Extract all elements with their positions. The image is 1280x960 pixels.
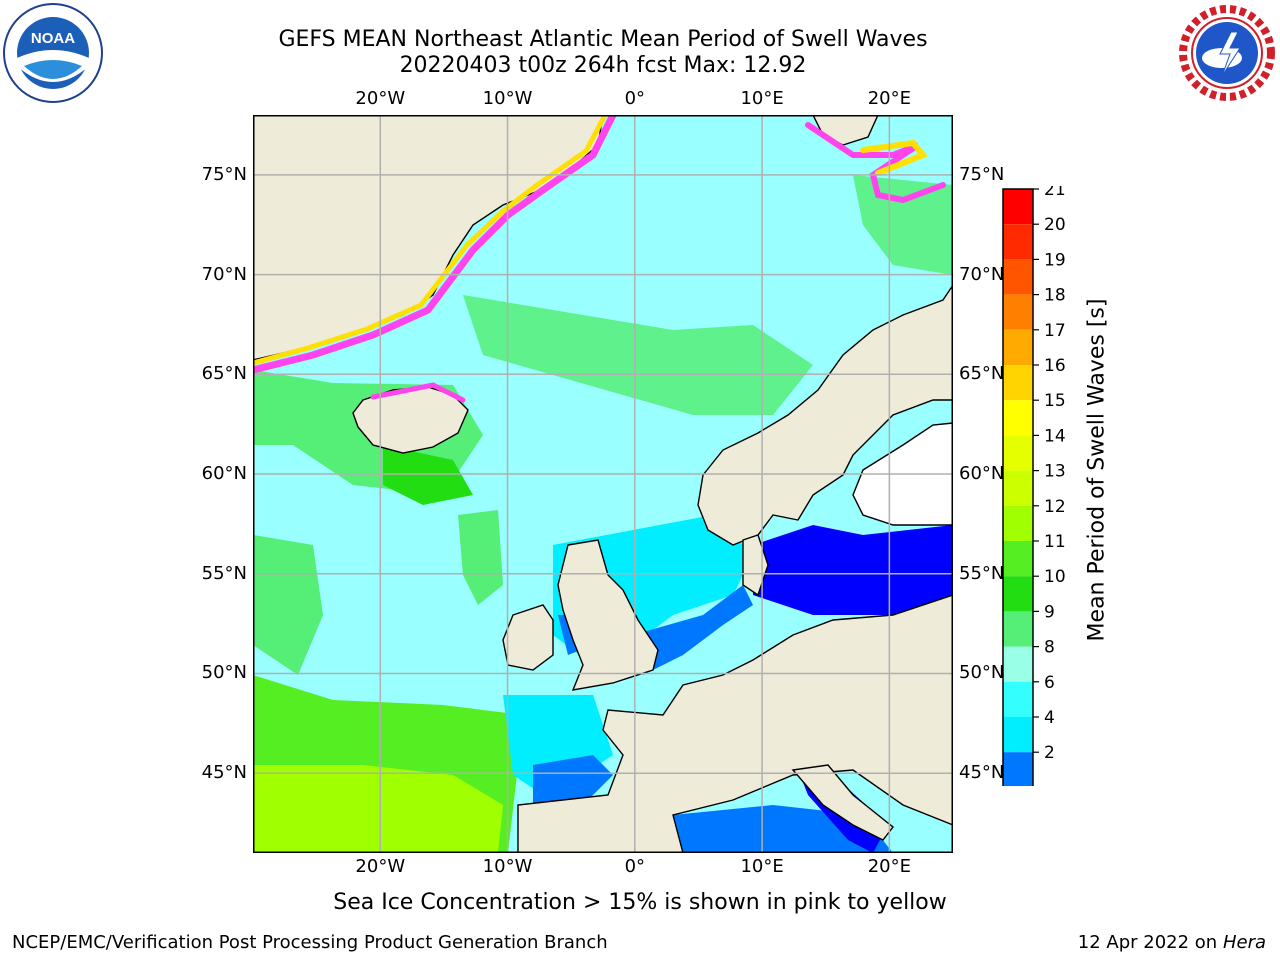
colorbar-swatch — [1003, 717, 1033, 753]
noaa-logo: NOAA — [3, 3, 103, 103]
colorbar-label: Mean Period of Swell Waves [s] — [1084, 298, 1110, 642]
land-great-britain — [557, 539, 659, 691]
lat-label-left: 55°N — [201, 562, 247, 584]
lat-label-left: 45°N — [201, 762, 247, 784]
lat-label-right: 60°N — [959, 463, 1005, 485]
lat-label-left: 75°N — [201, 163, 247, 185]
colorbar-tick-label: 11 — [1044, 532, 1066, 552]
colorbar-swatch — [1003, 329, 1033, 365]
sea-ice-iceland-north — [370, 382, 466, 403]
lat-label-right: 65°N — [959, 363, 1005, 385]
lon-label-bottom: 20°E — [867, 856, 911, 877]
colorbar: 21 20 19 18 17 16 15 14 13 12 11 10 9 8 6 4 2 — [1002, 186, 1066, 786]
lat-label-right: 45°N — [959, 762, 1005, 784]
colorbar-swatch — [1003, 611, 1033, 647]
gridlines — [253, 115, 953, 853]
colorbar-swatch — [1003, 576, 1033, 612]
colorbar-tick-label: 18 — [1044, 286, 1066, 306]
sea-ice-greenland-yellow — [250, 112, 608, 366]
swell-zone-north-sea-blue — [633, 585, 753, 675]
footer-host: Hera — [1222, 932, 1266, 953]
colorbar-tick-label: 21 — [1044, 186, 1066, 200]
map-caption: Sea Ice Concentration > 15% is shown in … — [333, 890, 947, 915]
sea-ice-edge — [249, 111, 946, 403]
colorbar-swatch — [1003, 224, 1033, 260]
chart-subtitle: 20220403 t00z 264h fcst Max: 12.92 — [399, 53, 807, 78]
colorbar-swatch — [1003, 365, 1033, 401]
colorbar-tick-label: 6 — [1044, 673, 1055, 693]
footer-date-text: 12 Apr 2022 on — [1077, 932, 1223, 953]
swell-zone-rockall — [458, 510, 503, 605]
chart-title: GEFS MEAN Northeast Atlantic Mean Period… — [278, 27, 928, 52]
lat-label-right: 70°N — [959, 263, 1005, 285]
colorbar-swatch — [1003, 752, 1033, 786]
colorbar-tick-label: 13 — [1044, 462, 1066, 482]
map-frame — [253, 115, 953, 853]
colorbar-tick-label: 16 — [1044, 356, 1066, 376]
lon-label-bottom: 10°E — [740, 856, 784, 877]
lon-label-top: 20°E — [867, 88, 911, 109]
colorbar-tick-label: 15 — [1044, 391, 1066, 411]
colorbar-tick-label: 9 — [1044, 602, 1055, 622]
swell-zone-west-band — [253, 535, 323, 675]
colorbar-swatch — [1003, 435, 1033, 471]
lat-label-left: 60°N — [201, 463, 247, 485]
colorbar-swatch — [1003, 259, 1033, 295]
swell-zone-baltic — [753, 525, 953, 615]
footer-credit: NCEP/EMC/Verification Post Processing Pr… — [12, 932, 608, 953]
lat-label-right: 50°N — [959, 662, 1005, 684]
colorbar-tick-label: 10 — [1044, 567, 1066, 587]
lat-label-right: 55°N — [959, 562, 1005, 584]
map-canvas — [249, 111, 954, 854]
swell-zone-biscay-blue — [533, 755, 613, 805]
colorbar-swatch — [1003, 505, 1033, 541]
land-italy — [791, 764, 894, 841]
lon-label-top: 20°W — [355, 88, 406, 109]
lat-label-left: 70°N — [201, 263, 247, 285]
lon-label-bottom: 20°W — [355, 856, 406, 877]
sea-ice-greenland-pink — [249, 111, 617, 374]
nws-logo — [1178, 4, 1276, 102]
lon-label-bottom: 0° — [624, 856, 646, 877]
lon-label-top: 0° — [624, 88, 646, 109]
colorbar-tick-label: 17 — [1044, 321, 1066, 341]
colorbar-tick-label: 8 — [1044, 638, 1055, 658]
colorbar-tick-label: 12 — [1044, 497, 1066, 517]
colorbar-tick-label: 19 — [1044, 250, 1066, 270]
swell-zone-iceland-core — [383, 445, 473, 505]
colorbar-swatch — [1003, 189, 1033, 225]
colorbar-swatch — [1003, 294, 1033, 330]
lon-label-bottom: 10°W — [482, 856, 533, 877]
colorbar-tick-label: 4 — [1044, 708, 1055, 728]
sea-ice-svalbard-yellow — [860, 139, 928, 176]
colorbar-swatch — [1003, 681, 1033, 717]
colorbar-tick-label: 20 — [1044, 215, 1066, 235]
swell-zone-barents — [853, 175, 953, 275]
map — [249, 111, 954, 854]
colorbar-swatch — [1003, 470, 1033, 506]
colorbar-swatch — [1003, 646, 1033, 682]
lat-label-right: 75°N — [959, 163, 1005, 185]
colorbar-tick-label: 2 — [1044, 743, 1055, 763]
noaa-wordmark: NOAA — [31, 30, 75, 47]
sea-ice-svalbard — [805, 122, 946, 204]
lon-label-top: 10°W — [482, 88, 533, 109]
lat-label-left: 65°N — [201, 363, 247, 385]
colorbar-swatch — [1003, 541, 1033, 577]
lon-label-top: 10°E — [740, 88, 784, 109]
swell-zone-southwest-peak — [253, 765, 503, 853]
lat-label-left: 50°N — [201, 662, 247, 684]
colorbar-tick-label: 14 — [1044, 426, 1066, 446]
colorbar-frame — [1002, 188, 1034, 786]
swell-zone-norwegian-sea — [463, 295, 813, 415]
land-ireland — [502, 604, 554, 671]
footer-date: 12 Apr 2022 on Hera — [1078, 932, 1266, 953]
colorbar-swatch — [1003, 400, 1033, 436]
